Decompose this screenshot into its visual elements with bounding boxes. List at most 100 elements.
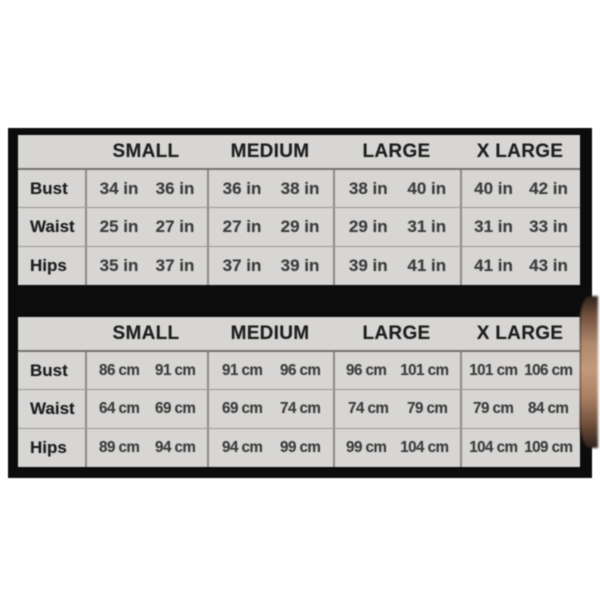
table-row-bust: Bust 34 in 36 in 36 in 38 in 38 in 40 in 40 in 4… <box>18 168 580 207</box>
measurement-value: 91 cm <box>154 361 196 379</box>
measurement-value: 99 cm <box>346 439 387 456</box>
table-row-waist: Waist 25 in 27 in 27 in 29 in 29 in 31 in 31 in… <box>18 207 580 246</box>
measurement-value: 69 cm <box>154 400 196 417</box>
background-photo-sliver <box>580 296 598 448</box>
measurement-cell: 25 in 27 in <box>85 208 207 246</box>
measurement-value: 94 cm <box>221 439 263 456</box>
measurement-value: 84 cm <box>528 400 569 417</box>
measurement-value: 37 in <box>155 256 195 275</box>
column-header-x-large: X LARGE <box>476 322 564 344</box>
measurement-value: 31 in <box>474 217 513 236</box>
measurement-value: 31 in <box>407 217 447 236</box>
measurement-cell: 91 cm 96 cm <box>207 352 333 389</box>
measurement-value: 69 cm <box>221 400 263 417</box>
measurement-cell: 34 in 36 in <box>85 170 207 207</box>
table-row-hips: Hips 35 in 37 in 37 in 39 in 39 in 41 in 41 in 4… <box>18 246 580 285</box>
measurement-cell: 89 cm 94 cm <box>85 429 207 467</box>
measurement-cell: 39 in 41 in <box>333 247 460 285</box>
measurement-cell: 27 in 29 in <box>207 208 333 246</box>
measurement-cell: 37 in 39 in <box>207 247 333 285</box>
corner-cell <box>18 135 85 168</box>
measurement-cell: 40 in 42 in <box>460 170 580 207</box>
measurement-value: 29 in <box>280 217 320 236</box>
size-chart-panel: SMALL MEDIUM LARGE X LARGE Bust 34 in 36 in 36… <box>8 128 592 478</box>
measurement-value: 79 cm <box>473 400 514 417</box>
column-header-large: LARGE <box>362 322 431 344</box>
measurement-cell: 41 in 43 in <box>460 247 580 285</box>
table-row-hips: Hips 89 cm 94 cm 94 cm 99 cm 99 cm 104 cm 104 c… <box>18 428 580 467</box>
measurement-value: 96 cm <box>279 361 321 379</box>
measurement-value: 38 in <box>348 178 388 198</box>
corner-cell <box>18 317 85 350</box>
measurement-value: 34 in <box>99 178 139 198</box>
column-header-small: SMALL <box>112 322 180 344</box>
size-table-centimeters: SMALL MEDIUM LARGE X LARGE Bust 86 cm 91 cm 91… <box>18 317 580 467</box>
measurement-cell: 104 cm 109 cm <box>460 429 580 467</box>
measurement-cell: 69 cm 74 cm <box>207 390 333 428</box>
row-label: Bust <box>30 360 68 380</box>
measurement-value: 101 cm <box>469 361 518 379</box>
measurement-value: 106 cm <box>524 361 573 379</box>
measurement-cell: 96 cm 101 cm <box>333 352 460 389</box>
size-table-body: Bust 86 cm 91 cm 91 cm 96 cm 96 cm 101 cm 101 c… <box>18 350 580 467</box>
size-table-inches: SMALL MEDIUM LARGE X LARGE Bust 34 in 36 in 36… <box>18 135 580 285</box>
measurement-value: 40 in <box>474 178 513 198</box>
measurement-value: 36 in <box>222 178 262 198</box>
measurement-value: 43 in <box>529 256 568 275</box>
measurement-cell: 64 cm 69 cm <box>85 390 207 428</box>
measurement-value: 109 cm <box>524 439 573 456</box>
measurement-value: 33 in <box>529 217 568 236</box>
measurement-value: 41 in <box>474 256 513 275</box>
measurement-value: 27 in <box>222 217 262 236</box>
measurement-cell: 101 cm 106 cm <box>460 352 580 389</box>
row-label: Waist <box>30 217 75 236</box>
table-row-bust: Bust 86 cm 91 cm 91 cm 96 cm 96 cm 101 cm 101 c… <box>18 350 580 389</box>
measurement-value: 79 cm <box>406 400 448 417</box>
measurement-value: 40 in <box>407 178 447 198</box>
size-table-header-row: SMALL MEDIUM LARGE X LARGE <box>18 135 580 168</box>
measurement-cell: 31 in 33 in <box>460 208 580 246</box>
measurement-cell: 38 in 40 in <box>333 170 460 207</box>
measurement-value: 25 in <box>99 217 139 236</box>
measurement-cell: 35 in 37 in <box>85 247 207 285</box>
row-label: Hips <box>30 256 67 275</box>
measurement-cell: 74 cm 79 cm <box>333 390 460 428</box>
measurement-value: 41 in <box>407 256 447 275</box>
size-table-header-row: SMALL MEDIUM LARGE X LARGE <box>18 317 580 350</box>
measurement-value: 96 cm <box>346 361 387 379</box>
measurement-value: 29 in <box>348 217 388 236</box>
row-label: Bust <box>30 178 68 198</box>
measurement-value: 36 in <box>155 178 195 198</box>
measurement-value: 104 cm <box>400 439 450 456</box>
measurement-value: 42 in <box>529 178 568 198</box>
measurement-value: 37 in <box>222 256 262 275</box>
measurement-cell: 79 cm 84 cm <box>460 390 580 428</box>
column-header-x-large: X LARGE <box>476 140 564 162</box>
measurement-value: 64 cm <box>98 400 140 417</box>
measurement-cell: 99 cm 104 cm <box>333 429 460 467</box>
column-header-small: SMALL <box>112 140 180 162</box>
measurement-value: 86 cm <box>98 361 140 379</box>
measurement-value: 74 cm <box>279 400 321 417</box>
measurement-value: 35 in <box>99 256 139 275</box>
row-label: Waist <box>30 399 75 418</box>
measurement-value: 89 cm <box>98 439 140 456</box>
column-header-medium: MEDIUM <box>230 322 310 344</box>
measurement-cell: 29 in 31 in <box>333 208 460 246</box>
measurement-value: 74 cm <box>348 400 389 417</box>
measurement-value: 99 cm <box>279 439 321 456</box>
size-table-body: Bust 34 in 36 in 36 in 38 in 38 in 40 in 40 in 4… <box>18 168 580 285</box>
row-label: Hips <box>30 438 67 457</box>
table-row-waist: Waist 64 cm 69 cm 69 cm 74 cm 74 cm 79 cm 79 cm… <box>18 389 580 428</box>
measurement-value: 27 in <box>155 217 195 236</box>
measurement-value: 94 cm <box>154 439 196 456</box>
measurement-cell: 86 cm 91 cm <box>85 352 207 389</box>
measurement-value: 39 in <box>348 256 388 275</box>
measurement-cell: 94 cm 99 cm <box>207 429 333 467</box>
measurement-value: 101 cm <box>400 361 450 379</box>
measurement-value: 104 cm <box>469 439 518 456</box>
column-header-large: LARGE <box>362 140 431 162</box>
measurement-cell: 36 in 38 in <box>207 170 333 207</box>
measurement-value: 91 cm <box>221 361 263 379</box>
measurement-value: 39 in <box>280 256 320 275</box>
